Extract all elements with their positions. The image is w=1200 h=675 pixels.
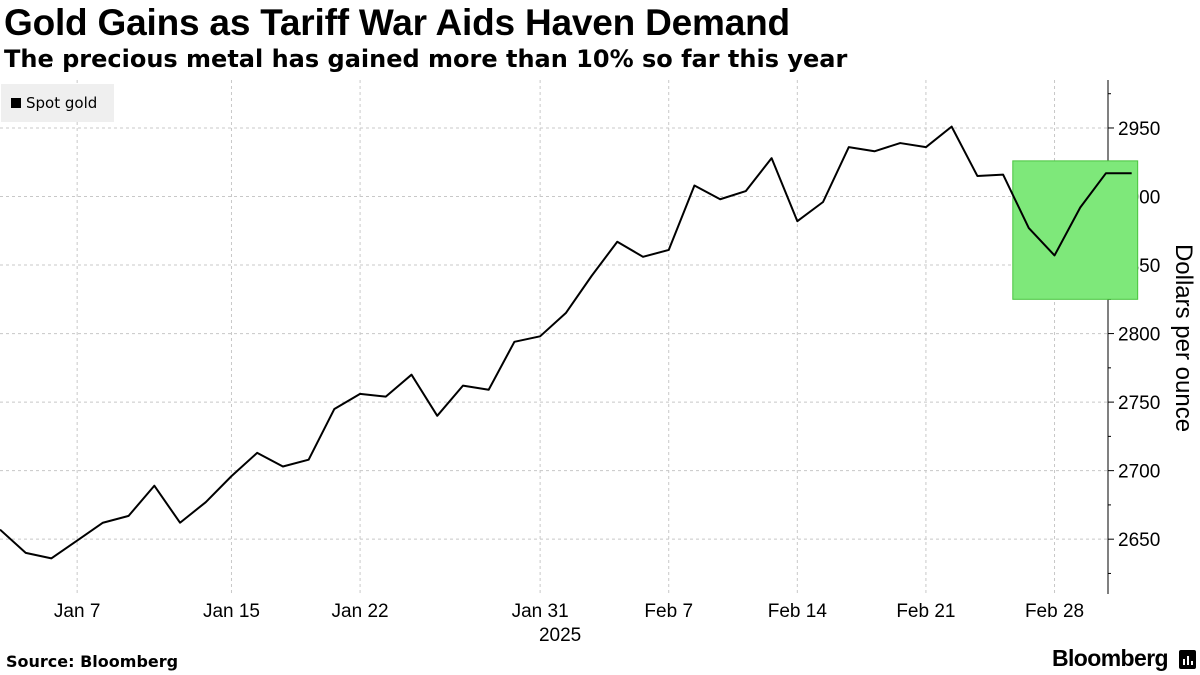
x-tick-label-jan-15: Jan 15 (203, 601, 260, 622)
x-tick-label-feb-7: Feb 7 (644, 601, 693, 622)
highlight-box (1012, 160, 1139, 300)
y-tick-label-2700: 2700 (1118, 462, 1160, 483)
x-tick-label-feb-21: Feb 21 (896, 601, 955, 622)
y-tick-label-2650: 2650 (1118, 530, 1160, 551)
x-axis-year-label: 2025 (539, 625, 581, 646)
chart-subtitle: The precious metal has gained more than … (4, 45, 848, 73)
x-tick-label-jan-22: Jan 22 (332, 601, 389, 622)
legend-swatch (11, 98, 21, 108)
legend-label-spot-gold: Spot gold (26, 94, 98, 112)
series-line-spot-gold (0, 125, 1132, 560)
chart-title: Gold Gains as Tariff War Aids Haven Dema… (4, 2, 790, 43)
bloomberg-terminal-icon (1179, 650, 1196, 669)
y-axis-label: Dollars per ounce (1170, 244, 1197, 432)
legend: Spot gold (1, 84, 114, 122)
y-tick-label-2950: 2950 (1118, 119, 1160, 140)
brand-logo-text: Bloomberg (1052, 645, 1169, 671)
x-tick-label-feb-14: Feb 14 (768, 601, 828, 622)
x-tick-label-jan-31: Jan 31 (512, 601, 569, 622)
y-tick-label-2800: 2800 (1118, 325, 1160, 346)
x-tick-label-jan-7: Jan 7 (54, 601, 100, 622)
x-tick-label-feb-28: Feb 28 (1025, 601, 1084, 622)
source-note: Source: Bloomberg (6, 652, 179, 671)
y-tick-label-2750: 2750 (1118, 393, 1160, 414)
